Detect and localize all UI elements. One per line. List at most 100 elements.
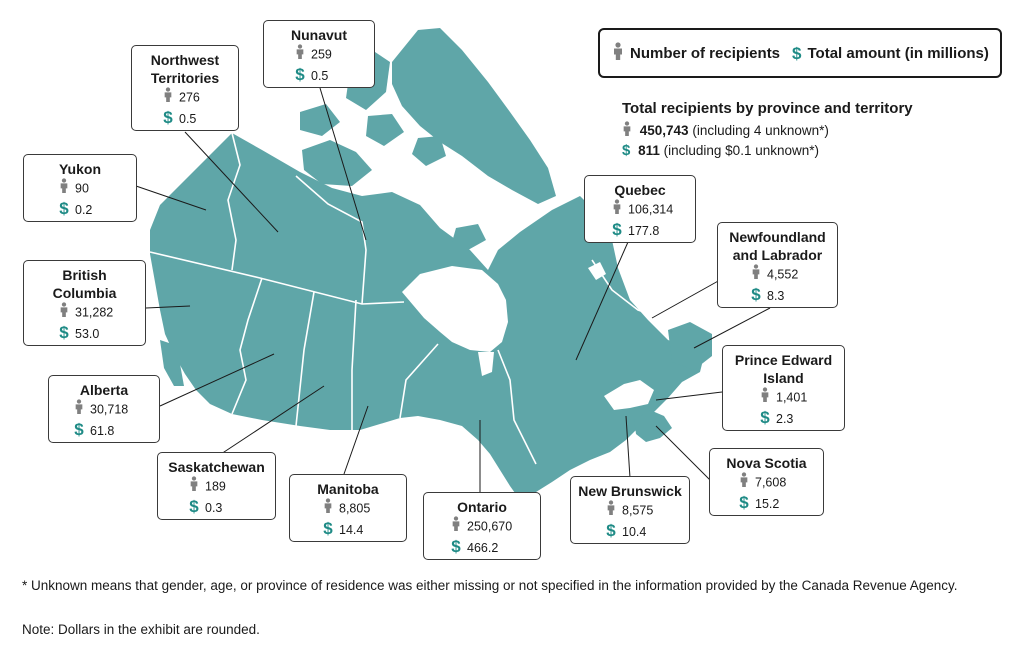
region-box-northwest-territories: Northwest Territories 276 $0.5 [131, 45, 239, 131]
person-icon [295, 44, 305, 66]
region-amount: 0.3 [205, 501, 223, 515]
leader-pei [655, 391, 723, 401]
leader-newfoundland [651, 279, 721, 319]
person-icon [163, 87, 173, 109]
region-amount: 10.4 [622, 525, 647, 539]
border-60th-parallel [149, 251, 405, 305]
region-recipients: 1,401 [776, 390, 808, 405]
leader-yukon [135, 185, 207, 211]
person-icon [739, 472, 749, 494]
person-icon [606, 500, 616, 522]
region-name: Saskatchewan [168, 459, 265, 475]
leader-nova-scotia [655, 425, 711, 481]
region-name: Nunavut [291, 27, 347, 43]
person-icon [612, 199, 622, 221]
leader-nunavut [319, 87, 367, 241]
leader-alberta [159, 353, 275, 407]
dollar-icon: $ [622, 142, 631, 160]
region-recipients: 7,608 [755, 475, 787, 490]
region-recipients: 90 [75, 181, 89, 196]
canada-map [135, 28, 771, 500]
region-box-british-columbia: British Columbia 31,282 $53.0 [23, 260, 146, 346]
region-recipients: 250,670 [467, 519, 513, 534]
victoria-island [302, 140, 372, 186]
dollar-icon: $ [323, 519, 333, 539]
totals-amount-value: 811 [638, 143, 660, 159]
leader-quebec [575, 241, 629, 361]
arctic-island-1 [300, 104, 340, 136]
dollar-icon: $ [760, 408, 770, 428]
region-recipients: 4,552 [767, 267, 799, 282]
region-amount: 0.5 [179, 112, 197, 126]
baffin-island [392, 28, 556, 204]
region-name: Northwest Territories [150, 52, 220, 86]
region-box-alberta: Alberta 30,718 $61.8 [48, 375, 160, 443]
region-name: New Brunswick [578, 483, 682, 499]
note: Note: Dollars in the exhibit are rounded… [22, 622, 260, 637]
legend-amount-label: Total amount (in millions) [807, 44, 989, 62]
dollar-icon: $ [295, 65, 305, 85]
leader-new-brunswick [625, 415, 631, 479]
person-icon [59, 302, 69, 324]
region-amount: 8.3 [767, 289, 785, 303]
border-ontario-quebec [497, 349, 537, 465]
arctic-island-2 [366, 114, 404, 146]
totals-amount-note: (including $0.1 unknown*) [659, 143, 819, 159]
region-box-saskatchewan: Saskatchewan 189 $0.3 [157, 452, 276, 520]
provincial-borders [149, 132, 657, 465]
region-name: Newfoundland and Labrador [729, 229, 826, 263]
footnote: * Unknown means that gender, age, or pro… [22, 578, 958, 593]
nova-scotia-shape [634, 410, 672, 442]
border-sask-manitoba [351, 299, 357, 430]
hudson-bay [402, 266, 508, 352]
dollar-icon: $ [59, 199, 69, 219]
region-recipients: 106,314 [628, 202, 674, 217]
border-nwt-nunavut [295, 175, 367, 305]
region-box-yukon: Yukon 90 $0.2 [23, 154, 137, 222]
region-amount: 0.2 [75, 203, 93, 217]
region-recipients: 30,718 [90, 402, 129, 417]
person-icon [451, 516, 461, 538]
region-amount: 53.0 [75, 327, 100, 341]
region-box-ontario: Ontario 250,670 $466.2 [423, 492, 541, 560]
region-box-manitoba: Manitoba 8,805 $14.4 [289, 474, 407, 542]
leader-saskatchewan [217, 385, 325, 457]
dollar-icon: $ [189, 497, 199, 517]
dollar-icon: $ [59, 323, 69, 343]
totals-title: Total recipients by province and territo… [622, 100, 913, 117]
totals-amount-line: $ 811 (including $0.1 unknown*) [622, 141, 913, 160]
border-manitoba-ontario [399, 343, 439, 419]
person-icon [189, 476, 199, 498]
region-name: British Columbia [52, 267, 117, 301]
border-yukon-nwt [227, 132, 241, 271]
region-amount: 15.2 [755, 497, 780, 511]
leader-manitoba [343, 405, 369, 475]
region-box-newfoundland-and-labrador: Newfoundland and Labrador 4,552 $8.3 [717, 222, 838, 308]
region-amount: 14.4 [339, 523, 364, 537]
gulf-st-lawrence [604, 380, 654, 410]
region-name: Quebec [614, 182, 666, 198]
region-box-nova-scotia: Nova Scotia 7,608 $15.2 [709, 448, 824, 516]
dollar-icon: $ [606, 521, 616, 541]
dollar-icon: $ [739, 493, 749, 513]
region-recipients: 8,805 [339, 501, 371, 516]
dollar-icon: $ [751, 285, 761, 305]
region-box-nunavut: Nunavut 259 $0.5 [263, 20, 375, 88]
totals-recipients-value: 450,743 [639, 123, 689, 138]
person-icon [751, 264, 761, 286]
region-recipients: 259 [311, 47, 332, 62]
person-icon [74, 399, 84, 421]
leader-bc [145, 305, 191, 309]
leader-nwt [184, 131, 279, 233]
region-amount: 61.8 [90, 424, 115, 438]
leader-nl-island [693, 307, 771, 349]
region-recipients: 189 [205, 479, 226, 494]
person-icon [612, 42, 624, 64]
region-name: Nova Scotia [726, 455, 807, 471]
arctic-island-3 [412, 136, 446, 166]
person-icon [622, 121, 632, 141]
region-name: Prince Edward Island [734, 352, 833, 386]
border-quebec-labrador [591, 259, 657, 317]
dollar-icon: $ [163, 108, 173, 128]
region-box-prince-edward-island: Prince Edward Island 1,401 $2.3 [722, 345, 845, 431]
